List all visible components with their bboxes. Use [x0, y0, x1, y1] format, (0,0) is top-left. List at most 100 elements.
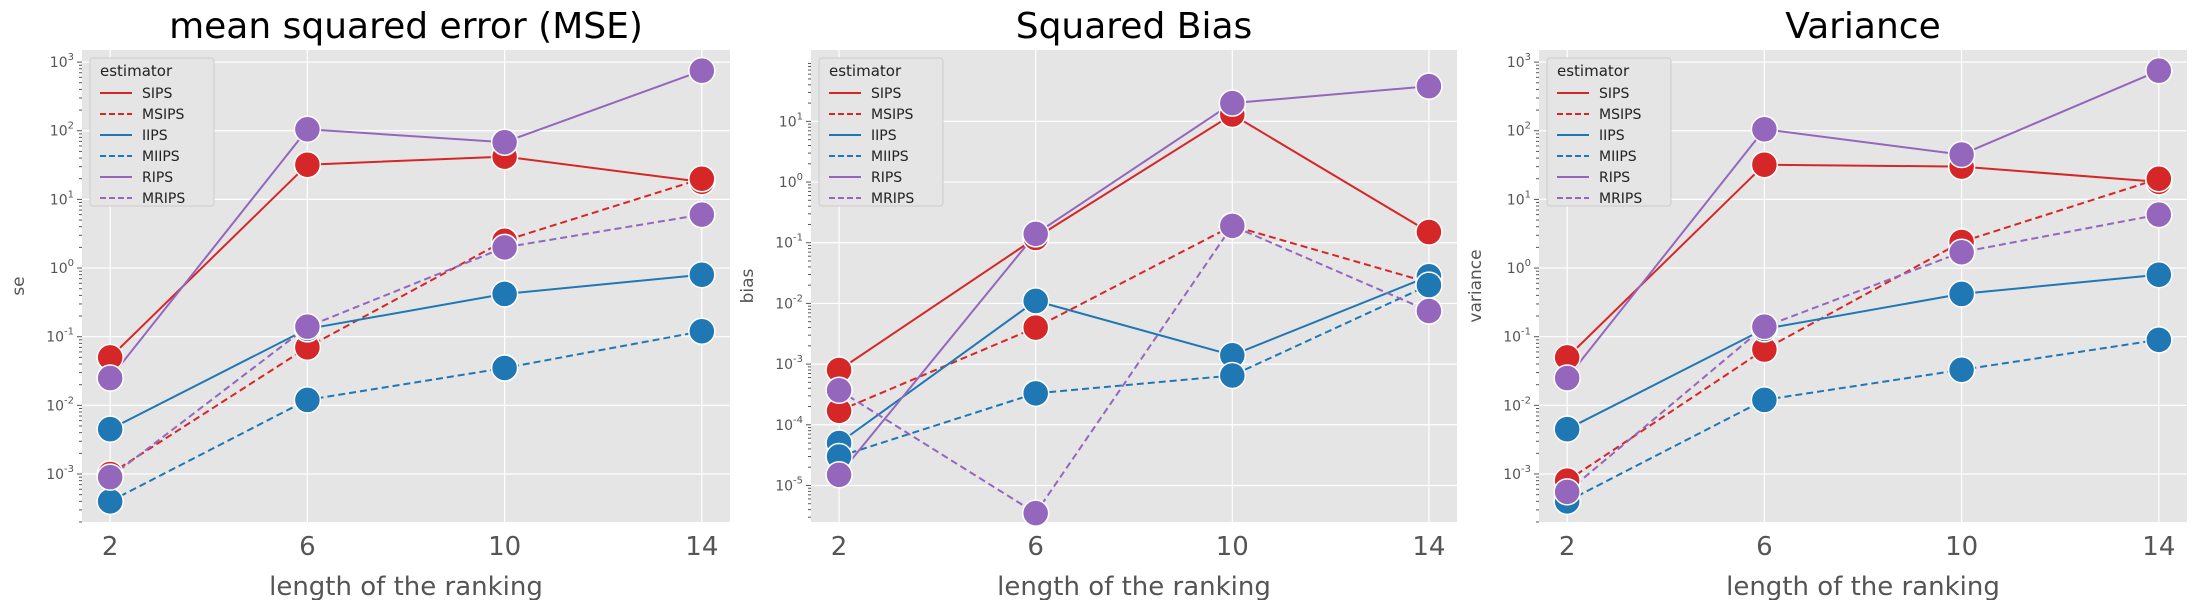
chart3-minor-ticks [1536, 64, 1539, 523]
chart1-line-iips [109, 273, 702, 431]
chart2-point-msips [1021, 313, 1050, 342]
chart3-ytick-label: 10-2 [1503, 395, 1531, 414]
chart2-legend: estimator SIPS MSIPS IIPS MIIPS RIPS MRIPS [818, 57, 944, 207]
chart1-point-miips [96, 487, 124, 516]
chart1-ylabel: se [9, 276, 29, 295]
chart3-title: Variance [1785, 6, 1941, 47]
chart3-legend-label-mrips: MRIPS [1599, 191, 1642, 207]
chart2-line-rips [838, 85, 1429, 476]
chart1-line-sips [109, 155, 702, 359]
chart2-legend-title: estimator [829, 62, 902, 80]
chart2-point-rips [1218, 89, 1247, 117]
chart3-line-iips [1566, 273, 2159, 431]
chart1-line-miips [109, 330, 702, 503]
chart2-xtick-label: 14 [1412, 532, 1445, 562]
chart2-ytick-exponent: 1 [797, 111, 803, 122]
chart2-point-rips [1021, 220, 1050, 248]
chart1-ytick-label: 101 [50, 189, 74, 208]
chart1-point-rips [688, 56, 716, 85]
chart1-point-mrips [688, 200, 716, 229]
chart2-line-sips [838, 113, 1430, 371]
chart2-legend-label-rips: RIPS [871, 170, 902, 186]
chart2-ylabel: bias [738, 268, 758, 303]
chart1-xtick-label: 10 [488, 532, 521, 562]
chart3-series [1553, 56, 2173, 516]
chart2-point-miips [1021, 379, 1050, 408]
chart3-legend-title: estimator [1557, 62, 1630, 80]
chart1-point-miips [293, 386, 322, 414]
chart1-ytick-label: 10-3 [46, 464, 74, 483]
chart3-point-mrips [1750, 312, 1779, 341]
chart3-ytick-exponent: 3 [1525, 52, 1531, 63]
chart1-ytick-exponent: 1 [68, 189, 74, 200]
chart3-ytick-exponent: -1 [1521, 327, 1531, 338]
chart2-ytick-label: 10-3 [775, 354, 803, 373]
chart3-point-mrips [1553, 478, 1581, 506]
chart3-ytick-label: 101 [1507, 189, 1531, 208]
chart3-ytick-label: 10-1 [1503, 327, 1531, 346]
chart1-point-iips [490, 280, 519, 308]
chart1-ytick-exponent: -2 [64, 395, 74, 406]
chart3-point-miips [1750, 386, 1779, 414]
chart3-point-rips [1947, 140, 1976, 169]
chart1-line-rips [109, 69, 703, 379]
chart3-xtick-label: 14 [2142, 532, 2175, 562]
chart3-xlabel: length of the ranking [1726, 572, 2000, 600]
chart1-xtick-label: 6 [299, 532, 316, 562]
chart1-minor-ticks [79, 64, 82, 523]
chart1-point-mrips [293, 312, 322, 341]
chart1-point-mrips [490, 233, 519, 262]
chart3-point-iips [1947, 280, 1976, 308]
chart3-legend-label-msips: MSIPS [1599, 107, 1642, 123]
chart2-ytick-label: 10-1 [775, 233, 803, 252]
chart1-legend-label-miips: MIIPS [142, 149, 180, 165]
chart1-legend-box [89, 57, 215, 207]
chart3-point-iips [1553, 415, 1581, 443]
chart3-point-rips [1750, 115, 1779, 144]
chart1-point-sips [293, 150, 322, 179]
chart1-point-rips [96, 364, 124, 392]
chart2-point-rips [825, 461, 853, 489]
chart1-ytick-label: 10-1 [46, 327, 74, 346]
chart2-ytick-exponent: -4 [793, 415, 803, 426]
chart2-xlabel: length of the ranking [997, 572, 1271, 600]
chart2-point-miips [1415, 271, 1443, 299]
chart1-legend-label-sips: SIPS [142, 86, 172, 102]
chart1-legend: estimator SIPS MSIPS IIPS MIIPS RIPS MRIPS [89, 57, 215, 207]
chart1-point-miips [490, 354, 519, 382]
chart2-point-miips [1218, 361, 1247, 390]
chart1-ytick-label: 100 [50, 258, 74, 277]
chart3-ylabel: variance [1466, 249, 1486, 322]
chart2-xtick-label: 2 [831, 532, 848, 562]
chart1-xtick-label: 2 [102, 532, 119, 562]
chart3-ytick-label: 10-3 [1503, 464, 1531, 483]
chart1-point-mrips [96, 463, 124, 491]
chart1-point-rips [490, 128, 519, 156]
chart2-ytick-label: 100 [779, 172, 803, 191]
chart2-ytick-label: 10-4 [775, 415, 803, 434]
chart1-ytick-label: 102 [50, 121, 74, 140]
chart1-point-miips [688, 317, 716, 346]
chart2-ytick-exponent: -1 [793, 233, 803, 244]
chart1-line-msips [109, 177, 703, 475]
chart2-ytick-exponent: -5 [793, 475, 803, 486]
chart2-point-mrips [1021, 499, 1050, 527]
chart2-ytick-label: 10-2 [775, 293, 803, 312]
chart1-series [96, 56, 716, 516]
chart1-xlabel: length of the ranking [269, 572, 543, 600]
chart2-line-miips [838, 284, 1430, 458]
chart3-point-iips [2145, 260, 2173, 289]
chart3-ytick-exponent: 1 [1525, 189, 1531, 200]
chart2-line-mrips [838, 224, 1430, 515]
chart2-legend-label-iips: IIPS [871, 128, 897, 144]
chart1-ytick-exponent: -1 [64, 327, 74, 338]
chart2-ytick-exponent: 0 [797, 172, 803, 183]
chart1-point-rips [293, 115, 322, 144]
chart1-title: mean squared error (MSE) [169, 6, 643, 47]
chart1-legend-label-msips: MSIPS [142, 107, 185, 123]
chart1-ytick-exponent: -3 [64, 464, 74, 475]
chart3-xtick-label: 10 [1945, 532, 1978, 562]
chart2-title: Squared Bias [1016, 6, 1253, 47]
